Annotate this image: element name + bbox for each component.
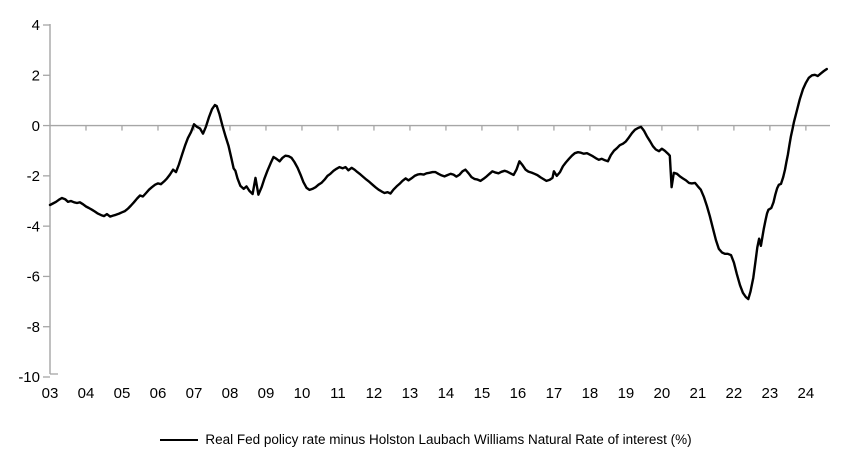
x-axis-label-22: 22	[726, 385, 743, 402]
legend-label: Real Fed policy rate minus Holston Lauba…	[205, 432, 692, 447]
x-axis-label-07: 07	[186, 385, 203, 402]
x-axis-label-18: 18	[582, 385, 599, 402]
x-axis-label-24: 24	[798, 385, 815, 402]
x-axis-label-08: 08	[222, 385, 239, 402]
y-axis-label-0: 0	[32, 118, 40, 135]
x-axis-label-12: 12	[366, 385, 383, 402]
y-axis-label--8: -8	[27, 319, 40, 336]
x-axis-label-23: 23	[762, 385, 779, 402]
x-axis-label-17: 17	[546, 385, 563, 402]
x-axis-label-09: 09	[258, 385, 275, 402]
x-axis-label-21: 21	[690, 385, 707, 402]
x-axis-label-03: 03	[42, 385, 59, 402]
y-axis-label-4: 4	[32, 17, 40, 34]
x-axis-label-14: 14	[438, 385, 455, 402]
y-axis-label-2: 2	[32, 67, 40, 84]
x-axis-label-15: 15	[474, 385, 491, 402]
x-axis-label-04: 04	[78, 385, 95, 402]
x-axis-label-19: 19	[618, 385, 635, 402]
x-axis-label-05: 05	[114, 385, 131, 402]
x-axis-label-10: 10	[294, 385, 311, 402]
x-axis-label-11: 11	[330, 385, 346, 402]
x-axis-label-20: 20	[654, 385, 671, 402]
legend-line-swatch-icon	[160, 439, 199, 441]
x-axis-label-06: 06	[150, 385, 167, 402]
x-axis-label-16: 16	[510, 385, 527, 402]
y-axis-label--6: -6	[27, 269, 40, 286]
y-axis-label--10: -10	[18, 369, 40, 386]
legend: Real Fed policy rate minus Holston Lauba…	[0, 432, 852, 448]
data-line-series-0	[48, 67, 828, 301]
y-axis-label--4: -4	[27, 218, 40, 235]
x-axis-label-13: 13	[402, 385, 419, 402]
y-axis-label--2: -2	[27, 168, 40, 185]
